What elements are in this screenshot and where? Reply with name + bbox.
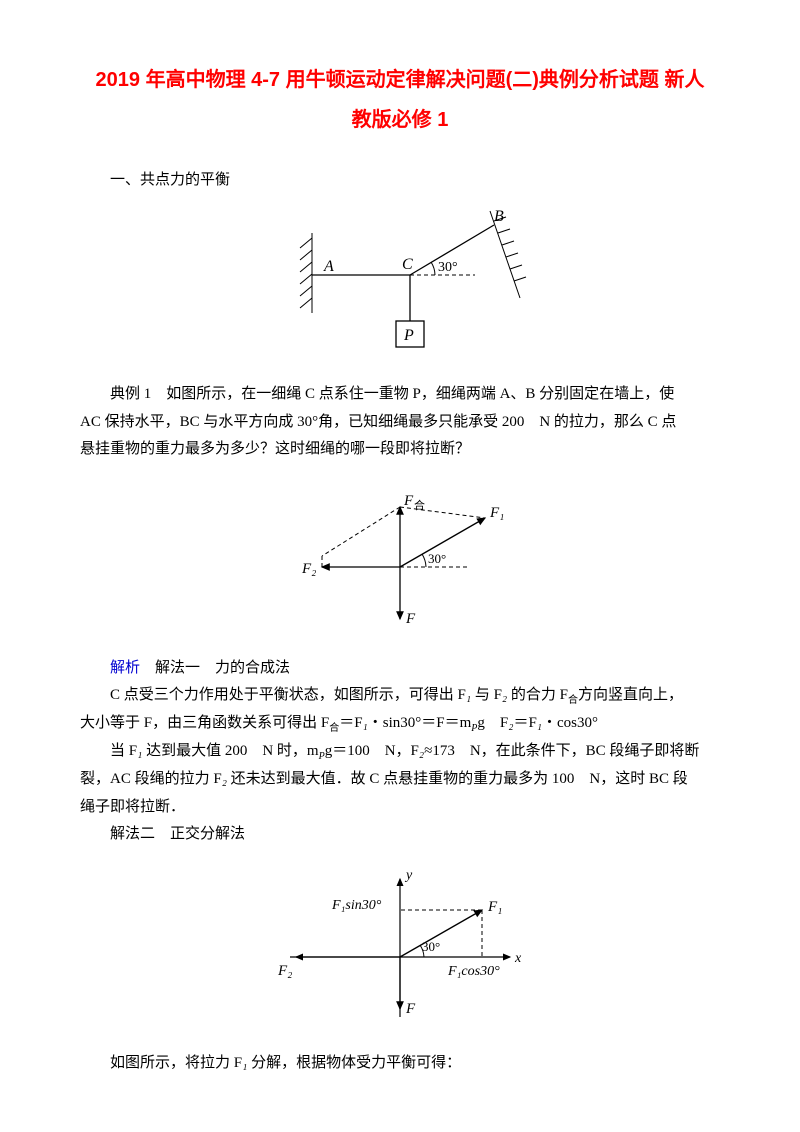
analysis-line-4: 裂，AC 段绳的拉力 F₂ 还未达到最大值．故 C 点悬挂重物的重力最多为 10… [80,767,720,793]
label-F1cos: F₁cos30° [447,964,500,979]
label-F1sin: F₁sin30° [331,898,382,913]
label-angle2: 30° [428,551,446,566]
method-2-heading: 解法二 正交分解法 [80,822,720,848]
label-B: B [494,208,504,225]
label-P: P [403,327,414,344]
label-angle3: 30° [422,939,440,954]
label-F: F [405,611,416,627]
figure-3-orthogonal: x y F₁ F₁sin30° F₁cos30° F₂ F [80,862,720,1037]
analysis-line-3: 当 F₁ 达到最大值 200 N 时，mPg＝100 N，F₂≈173 N，在此… [80,739,720,765]
last-line: 如图所示，将拉力 F₁ 分解，根据物体受力平衡可得： [80,1051,720,1077]
example-1-line-2: AC 保持水平，BC 与水平方向成 30°角，已知细绳最多只能承受 200 N … [80,410,720,436]
label-F2: F₂ [301,561,316,577]
label-y: y [404,868,413,883]
page: 2019 年高中物理 4-7 用牛顿运动定律解决问题(二)典例分析试题 新人 教… [0,0,800,1118]
figure-2-force-composition: F 合 F₁ F₂ F 30° [80,477,720,642]
analysis-line-5: 绳子即将拉断． [80,795,720,821]
label-F1: F₁ [489,505,504,521]
title-line-2: 教版必修 1 [80,100,720,140]
title-line-1: 2019 年高中物理 4-7 用牛顿运动定律解决问题(二)典例分析试题 新人 [80,60,720,100]
label-C: C [402,256,413,273]
example-1-line-1: 典例 1 如图所示，在一细绳 C 点系住一重物 P，细绳两端 A、B 分别固定在… [80,382,720,408]
analysis-method-1: 解析 解法一 力的合成法 [80,656,720,682]
analysis-line-1: C 点受三个力作用处于平衡状态，如图所示，可得出 F₁ 与 F₂ 的合力 F合方… [80,683,720,709]
example-1-line-3: 悬挂重物的重力最多为多少？这时细绳的哪一段即将拉断？ [80,437,720,463]
label-A: A [323,258,334,275]
label-F-3: F [405,1001,416,1017]
document-title: 2019 年高中物理 4-7 用牛顿运动定律解决问题(二)典例分析试题 新人 教… [80,60,720,140]
svg-text:F: F [403,493,414,509]
label-F2-3: F₂ [277,963,292,979]
label-angle-30: 30° [438,260,458,275]
label-x: x [514,951,522,966]
label-Fhe-F: F [403,493,414,509]
section-1-heading: 一、共点力的平衡 [80,168,720,189]
label-F1-3: F₁ [487,899,502,915]
figure-1-rope-wall: A C B 30° P [80,203,720,368]
analysis-label: 解析 [110,660,140,676]
analysis-line-2: 大小等于 F，由三角函数关系可得出 F合＝F₁・sin30°＝F＝mPg F₂＝… [80,711,720,737]
